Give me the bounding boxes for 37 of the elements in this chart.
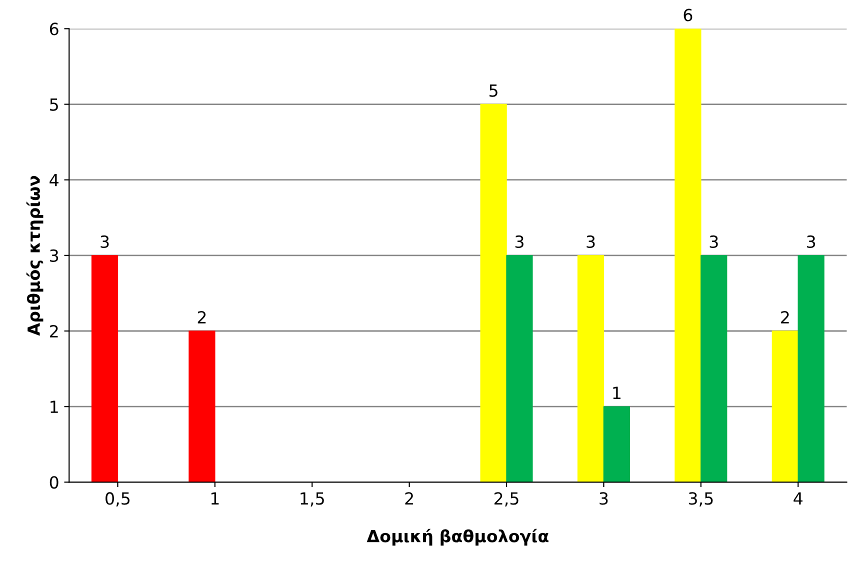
bar [506,255,533,482]
x-tick-label: 4 [794,492,802,505]
y-tick-label: 0 [50,476,58,489]
x-tick-label: 3 [600,492,608,505]
y-axis-title: Αριθμός κτηρίων [26,176,44,336]
y-tick-label: 4 [50,174,58,186]
data-label: 5 [490,84,498,97]
x-tick-label: 2,5 [494,492,518,506]
data-label: 6 [684,8,692,22]
x-tick-label: 1 [211,492,219,505]
data-label: 3 [807,235,816,248]
x-tick-label: 0,5 [106,492,130,506]
bar [480,104,507,482]
data-label: 3 [100,235,109,248]
data-label: 3 [515,235,524,248]
data-label: 3 [586,235,595,248]
x-axis-title: Δομική βαθμολογία [366,528,548,546]
bar [603,406,630,482]
bar [188,330,216,482]
bar [674,28,702,482]
x-tick-label: 2 [405,492,413,505]
y-tick-label: 5 [50,98,58,111]
bar [700,255,728,482]
x-tick-label: 1,5 [300,492,324,506]
data-label: 1 [613,386,620,399]
data-label: 3 [710,235,718,248]
bar [577,255,604,482]
bar [772,330,798,482]
y-tick-label: 6 [50,22,58,36]
y-tick-label: 3 [50,249,58,262]
y-tick-label: 2 [50,324,58,338]
bar [91,255,118,482]
data-label: 2 [781,311,789,324]
x-tick-label: 3,5 [688,492,713,506]
y-tick-label: 1 [50,400,58,413]
bar [798,255,824,482]
data-label: 2 [198,311,206,324]
